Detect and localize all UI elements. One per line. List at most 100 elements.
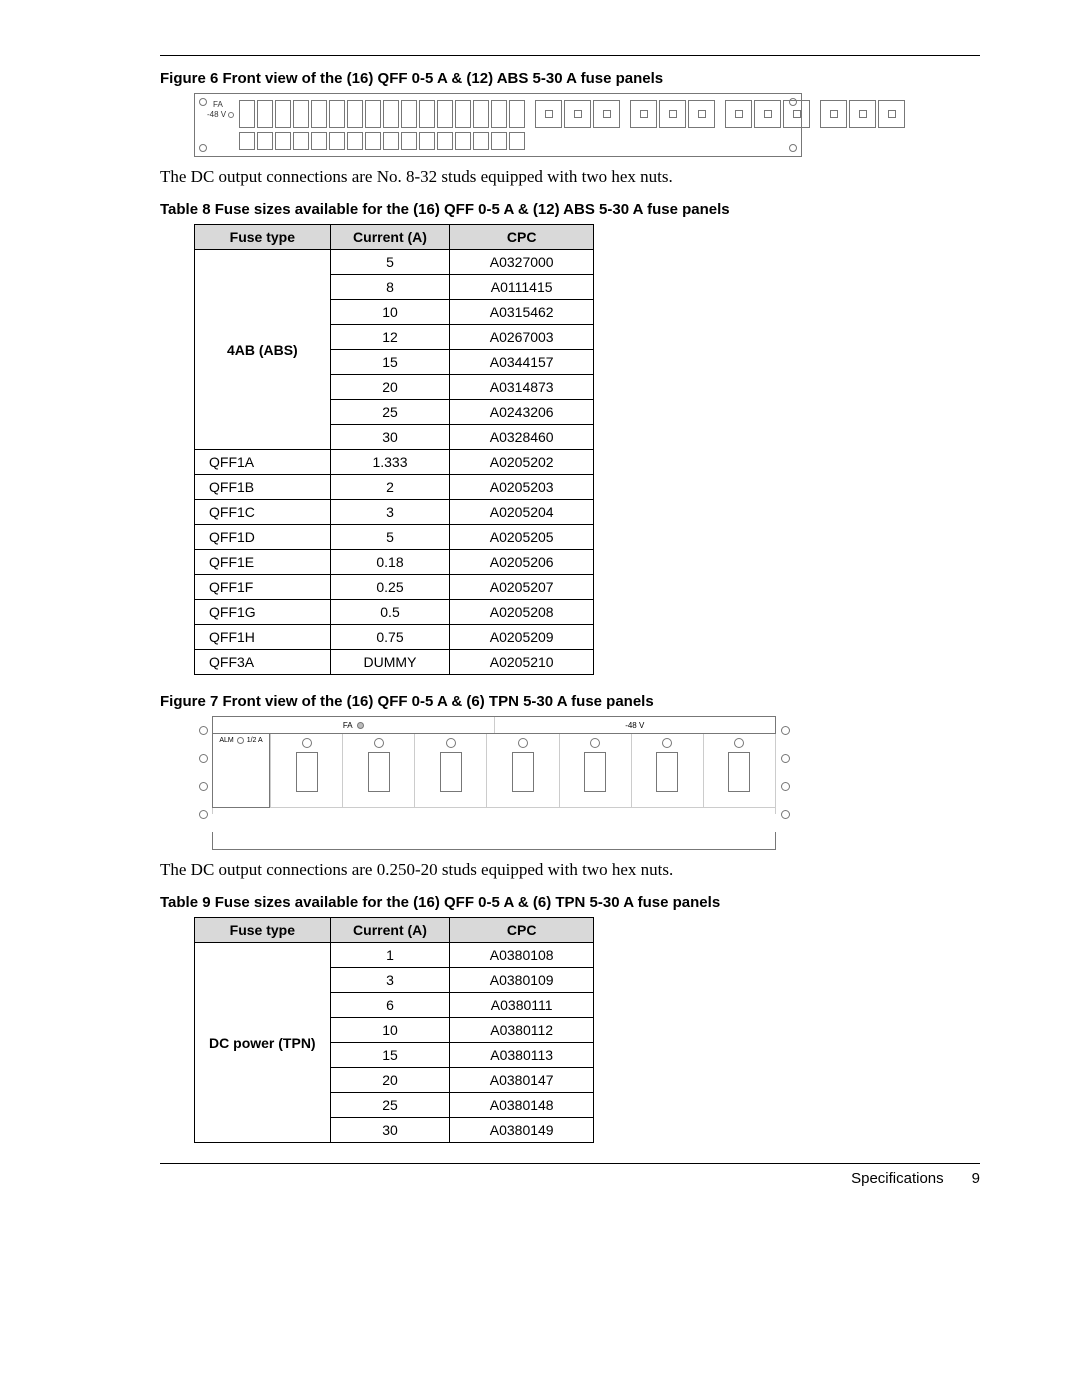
table-row: QFF1A1.333A0205202 <box>195 450 594 475</box>
table8: Fuse type Current (A) CPC 4AB (ABS)5A032… <box>194 224 594 675</box>
table9-col1: Current (A) <box>330 918 450 943</box>
table-row: DC power (TPN)1A0380108 <box>195 943 594 968</box>
current-cell: 0.18 <box>330 550 450 575</box>
fuse-type-cell: QFF1C <box>195 500 331 525</box>
table-row: QFF1B2A0205203 <box>195 475 594 500</box>
fuse-type-cell: QFF3A <box>195 650 331 675</box>
current-cell: 2 <box>330 475 450 500</box>
cpc-cell: A0380113 <box>450 1043 594 1068</box>
figure6-caption: Figure 6 Front view of the (16) QFF 0-5 … <box>160 70 980 87</box>
current-cell: 30 <box>330 1118 450 1143</box>
current-cell: 0.5 <box>330 600 450 625</box>
cpc-cell: A0205208 <box>450 600 594 625</box>
footer-page: 9 <box>972 1170 980 1187</box>
cpc-cell: A0314873 <box>450 375 594 400</box>
table9: Fuse type Current (A) CPC DC power (TPN)… <box>194 917 594 1143</box>
cpc-cell: A0205203 <box>450 475 594 500</box>
fuse-type-cell: QFF1D <box>195 525 331 550</box>
fuse-type-cell: QFF1A <box>195 450 331 475</box>
fuse-type-cell: QFF1F <box>195 575 331 600</box>
table8-col1: Current (A) <box>330 225 450 250</box>
table8-caption: Table 8 Fuse sizes available for the (16… <box>160 201 980 218</box>
cpc-cell: A0315462 <box>450 300 594 325</box>
figure6-panel: FA -48 V <box>194 93 980 157</box>
current-cell: 10 <box>330 300 450 325</box>
current-cell: 0.25 <box>330 575 450 600</box>
cpc-cell: A0380112 <box>450 1018 594 1043</box>
cpc-cell: A0205204 <box>450 500 594 525</box>
table-row: QFF1E0.18A0205206 <box>195 550 594 575</box>
table8-col2: CPC <box>450 225 594 250</box>
figure7-panel: FA -48 V ALM 1/2 A <box>194 716 980 850</box>
panel1-top-strip <box>239 100 789 128</box>
footer-section: Specifications <box>851 1170 944 1187</box>
current-cell: 20 <box>330 375 450 400</box>
table-row: QFF1G0.5A0205208 <box>195 600 594 625</box>
cpc-cell: A0267003 <box>450 325 594 350</box>
panel1-bottom-strip <box>239 132 549 150</box>
current-cell: 1.333 <box>330 450 450 475</box>
current-cell: 6 <box>330 993 450 1018</box>
figure7-note: The DC output connections are 0.250-20 s… <box>160 860 980 880</box>
panel1-48v-label: -48 V <box>207 110 234 119</box>
fuse-type-cell: QFF1H <box>195 625 331 650</box>
cpc-cell: A0243206 <box>450 400 594 425</box>
fuse-type-cell: 4AB (ABS) <box>195 250 331 450</box>
current-cell: 3 <box>330 968 450 993</box>
current-cell: 8 <box>330 275 450 300</box>
cpc-cell: A0205206 <box>450 550 594 575</box>
cpc-cell: A0328460 <box>450 425 594 450</box>
cpc-cell: A0380149 <box>450 1118 594 1143</box>
panel2-alm-box: ALM 1/2 A <box>212 734 270 808</box>
current-cell: 20 <box>330 1068 450 1093</box>
current-cell: 15 <box>330 1043 450 1068</box>
top-rule <box>160 55 980 56</box>
current-cell: 10 <box>330 1018 450 1043</box>
current-cell: 15 <box>330 350 450 375</box>
cpc-cell: A0380111 <box>450 993 594 1018</box>
cpc-cell: A0205209 <box>450 625 594 650</box>
fuse-type-cell: DC power (TPN) <box>195 943 331 1143</box>
cpc-cell: A0327000 <box>450 250 594 275</box>
figure6-note: The DC output connections are No. 8-32 s… <box>160 167 980 187</box>
cpc-cell: A0205205 <box>450 525 594 550</box>
table8-col0: Fuse type <box>195 225 331 250</box>
cpc-cell: A0205202 <box>450 450 594 475</box>
current-cell: 25 <box>330 400 450 425</box>
cpc-cell: A0380109 <box>450 968 594 993</box>
current-cell: 3 <box>330 500 450 525</box>
table-row: QFF1F0.25A0205207 <box>195 575 594 600</box>
current-cell: 5 <box>330 250 450 275</box>
figure7-caption: Figure 7 Front view of the (16) QFF 0-5 … <box>160 693 980 710</box>
current-cell: 1 <box>330 943 450 968</box>
table9-col2: CPC <box>450 918 594 943</box>
table-row: QFF1D5A0205205 <box>195 525 594 550</box>
cpc-cell: A0205210 <box>450 650 594 675</box>
cpc-cell: A0380108 <box>450 943 594 968</box>
fuse-type-cell: QFF1E <box>195 550 331 575</box>
cpc-cell: A0344157 <box>450 350 594 375</box>
panel2-fa-label: FA <box>213 717 495 733</box>
current-cell: 0.75 <box>330 625 450 650</box>
bottom-rule <box>160 1163 980 1164</box>
current-cell: 5 <box>330 525 450 550</box>
cpc-cell: A0111415 <box>450 275 594 300</box>
cpc-cell: A0380147 <box>450 1068 594 1093</box>
page-footer: Specifications 9 <box>160 1170 980 1187</box>
panel1-fa-label: FA <box>213 100 223 109</box>
document-page: Figure 6 Front view of the (16) QFF 0-5 … <box>0 0 1080 1227</box>
table-row: QFF1H0.75A0205209 <box>195 625 594 650</box>
table9-col0: Fuse type <box>195 918 331 943</box>
panel2-48v-label: -48 V <box>495 717 776 733</box>
fuse-type-cell: QFF1B <box>195 475 331 500</box>
current-cell: DUMMY <box>330 650 450 675</box>
fuse-type-cell: QFF1G <box>195 600 331 625</box>
cpc-cell: A0380148 <box>450 1093 594 1118</box>
table9-caption: Table 9 Fuse sizes available for the (16… <box>160 894 980 911</box>
current-cell: 12 <box>330 325 450 350</box>
table-row: QFF1C3A0205204 <box>195 500 594 525</box>
table-row: 4AB (ABS)5A0327000 <box>195 250 594 275</box>
table-row: QFF3ADUMMYA0205210 <box>195 650 594 675</box>
current-cell: 30 <box>330 425 450 450</box>
current-cell: 25 <box>330 1093 450 1118</box>
